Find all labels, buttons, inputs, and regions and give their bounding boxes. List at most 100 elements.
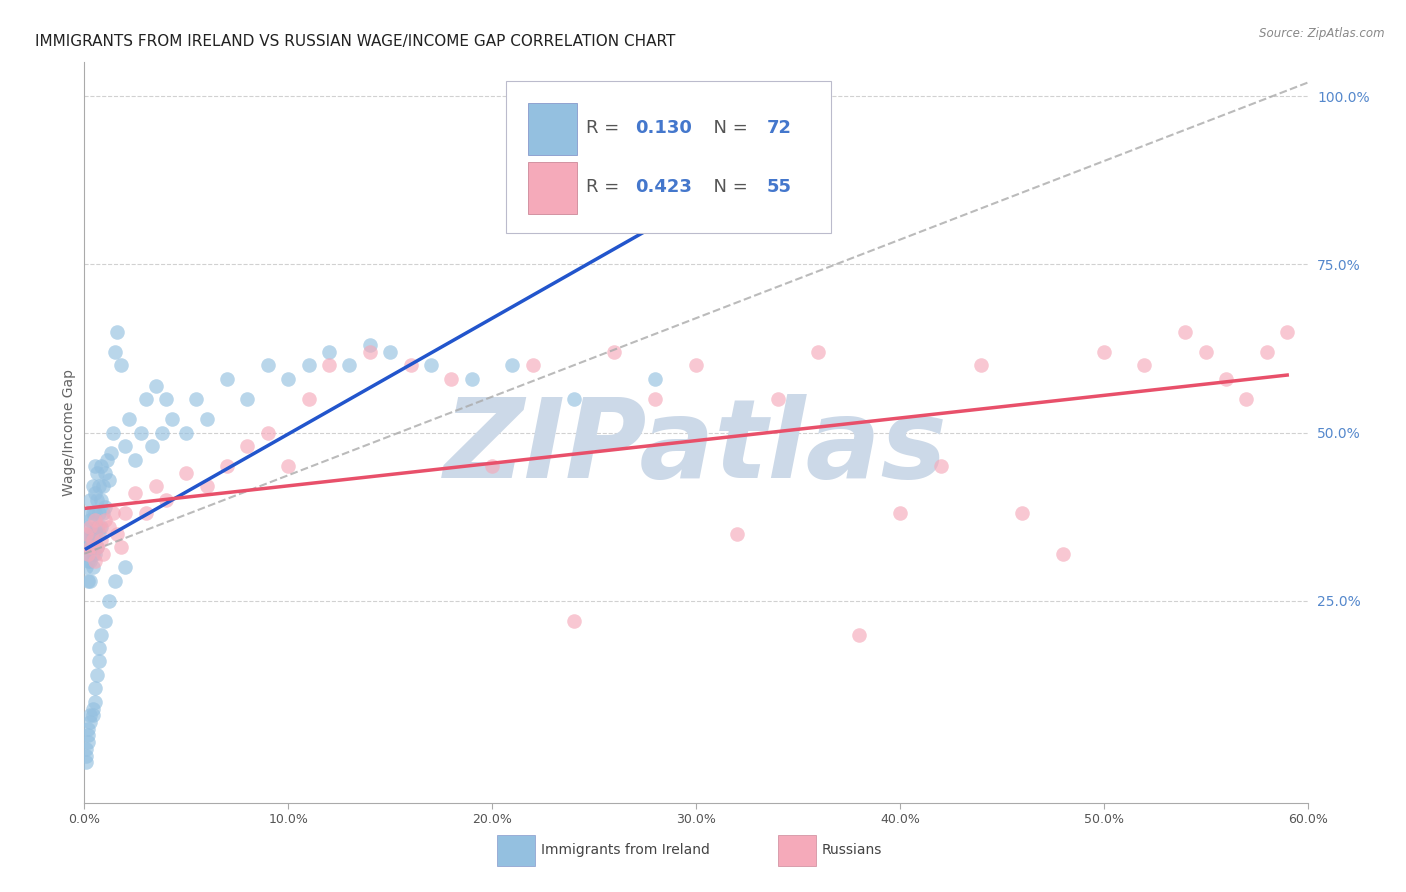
Text: ZIPatlas: ZIPatlas — [444, 394, 948, 501]
Point — [104, 344, 127, 359]
Point — [236, 392, 259, 406]
Point — [150, 425, 173, 440]
Point — [1236, 392, 1258, 406]
Point — [298, 392, 321, 406]
Point — [77, 574, 100, 588]
Point — [145, 378, 167, 392]
Point — [93, 500, 115, 514]
Point — [77, 729, 100, 743]
Point — [318, 359, 340, 373]
Point — [114, 560, 136, 574]
Point — [87, 520, 110, 534]
Point — [141, 439, 163, 453]
Point — [82, 526, 104, 541]
Point — [848, 627, 870, 641]
Point — [77, 526, 100, 541]
Point — [90, 627, 112, 641]
Point — [685, 359, 707, 373]
Text: 55: 55 — [766, 178, 792, 196]
FancyBboxPatch shape — [529, 162, 578, 214]
Point — [77, 540, 100, 554]
Point — [101, 425, 124, 440]
Point — [83, 547, 105, 561]
Point — [145, 479, 167, 493]
Point — [86, 466, 108, 480]
Point — [195, 479, 218, 493]
Point — [160, 412, 183, 426]
Point — [79, 714, 101, 729]
Text: R =: R = — [586, 119, 624, 136]
Point — [101, 507, 124, 521]
Point — [970, 359, 993, 373]
Point — [79, 513, 101, 527]
Point — [75, 520, 97, 534]
Point — [135, 507, 157, 521]
FancyBboxPatch shape — [529, 103, 578, 155]
Point — [217, 459, 239, 474]
Point — [124, 452, 146, 467]
Point — [83, 513, 105, 527]
Point — [75, 560, 97, 574]
Point — [82, 507, 104, 521]
Point — [131, 425, 153, 440]
Point — [1052, 547, 1074, 561]
Point — [75, 533, 97, 548]
Point — [155, 392, 177, 406]
Point — [562, 614, 585, 628]
Point — [725, 526, 748, 541]
Point — [86, 492, 108, 507]
Point — [1133, 359, 1156, 373]
Point — [110, 540, 132, 554]
Text: IMMIGRANTS FROM IRELAND VS RUSSIAN WAGE/INCOME GAP CORRELATION CHART: IMMIGRANTS FROM IRELAND VS RUSSIAN WAGE/… — [35, 34, 676, 49]
Point — [399, 359, 422, 373]
Point — [83, 459, 105, 474]
Point — [91, 479, 114, 493]
Point — [195, 412, 218, 426]
Point — [124, 486, 146, 500]
Point — [217, 372, 239, 386]
Point — [82, 533, 104, 548]
Text: Source: ZipAtlas.com: Source: ZipAtlas.com — [1260, 27, 1385, 40]
Point — [562, 392, 585, 406]
Point — [75, 756, 97, 770]
Point — [93, 513, 115, 527]
Point — [1215, 372, 1237, 386]
Point — [79, 533, 101, 548]
Point — [186, 392, 208, 406]
Point — [82, 479, 104, 493]
Point — [79, 540, 101, 554]
Point — [481, 459, 503, 474]
Point — [83, 486, 105, 500]
Point — [105, 526, 128, 541]
Point — [929, 459, 952, 474]
Text: N =: N = — [702, 119, 754, 136]
Point — [79, 708, 101, 723]
Point — [359, 344, 381, 359]
Point — [236, 439, 259, 453]
Point — [90, 533, 112, 548]
Point — [79, 520, 101, 534]
Point — [75, 748, 97, 763]
Point — [380, 344, 402, 359]
Point — [114, 439, 136, 453]
Point — [87, 507, 110, 521]
Text: 0.423: 0.423 — [636, 178, 692, 196]
Point — [77, 722, 100, 736]
Point — [86, 540, 108, 554]
Text: Russians: Russians — [823, 843, 883, 857]
Point — [118, 412, 141, 426]
Point — [82, 560, 104, 574]
Point — [79, 492, 101, 507]
Point — [174, 425, 197, 440]
Point — [889, 507, 911, 521]
Point — [97, 594, 120, 608]
Point — [82, 701, 104, 715]
Point — [97, 473, 120, 487]
Point — [318, 344, 340, 359]
Point — [96, 452, 118, 467]
Point — [298, 359, 321, 373]
Point — [90, 492, 112, 507]
FancyBboxPatch shape — [496, 836, 534, 866]
Point — [110, 359, 132, 373]
Point — [83, 681, 105, 696]
